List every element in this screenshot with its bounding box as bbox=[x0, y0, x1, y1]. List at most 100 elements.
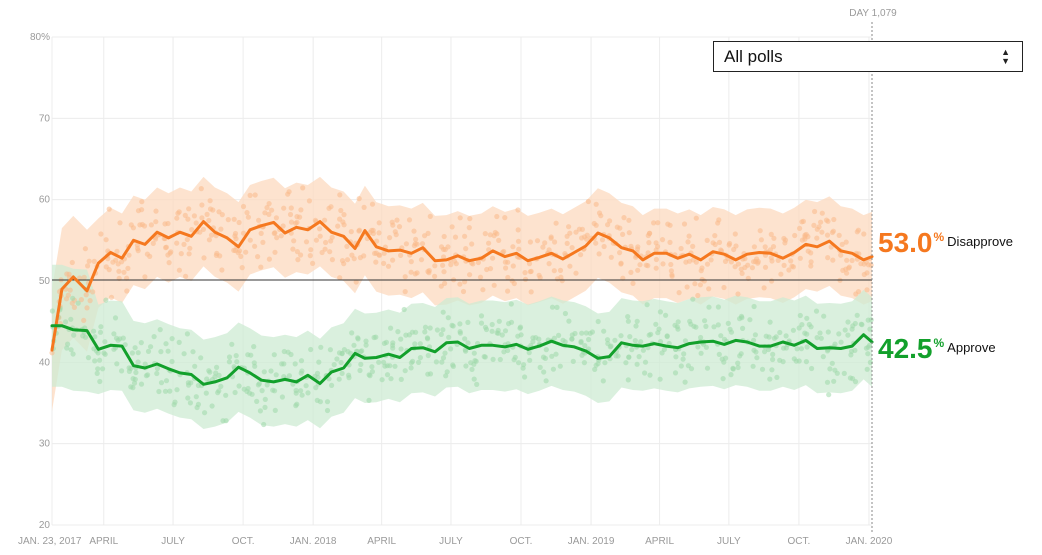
disapprove-poll-dot bbox=[84, 305, 90, 311]
approve-poll-dot bbox=[595, 361, 601, 367]
disapprove-poll-dot bbox=[844, 270, 850, 276]
approve-poll-dot bbox=[715, 322, 721, 328]
approve-poll-dot bbox=[126, 365, 132, 371]
approve-poll-dot bbox=[70, 351, 76, 357]
disapprove-poll-dot bbox=[139, 207, 145, 213]
disapprove-poll-dot bbox=[534, 238, 541, 244]
approve-poll-dot bbox=[818, 335, 824, 341]
disapprove-poll-dot bbox=[486, 240, 492, 246]
approve-poll-dot bbox=[826, 392, 832, 398]
disapprove-poll-dot bbox=[418, 257, 425, 263]
disapprove-poll-dot bbox=[718, 247, 724, 253]
approve-poll-dot bbox=[286, 373, 292, 379]
approve-poll-dot bbox=[681, 351, 687, 357]
disapprove-series-name: Disapprove bbox=[947, 234, 1013, 249]
disapprove-poll-dot bbox=[665, 221, 671, 227]
approve-poll-dot bbox=[100, 366, 106, 372]
disapprove-poll-dot bbox=[477, 274, 484, 280]
approve-poll-dot bbox=[864, 366, 870, 372]
disapprove-poll-dot bbox=[166, 260, 172, 266]
approve-poll-dot bbox=[329, 382, 335, 388]
approve-poll-dot bbox=[735, 364, 741, 371]
disapprove-poll-dot bbox=[643, 262, 649, 268]
approve-poll-dot bbox=[442, 350, 448, 356]
approve-poll-dot bbox=[465, 340, 471, 346]
approve-poll-dot bbox=[770, 351, 776, 357]
disapprove-poll-dot bbox=[637, 262, 643, 268]
disapprove-poll-dot bbox=[300, 185, 306, 191]
y-tick-label: 30 bbox=[39, 439, 51, 450]
disapprove-poll-dot bbox=[406, 217, 413, 223]
approve-poll-dot bbox=[68, 316, 74, 322]
approve-poll-dot bbox=[627, 334, 633, 340]
disapprove-poll-dot bbox=[199, 202, 205, 208]
disapprove-poll-dot bbox=[252, 243, 258, 249]
approve-poll-dot bbox=[703, 323, 709, 329]
approve-poll-dot bbox=[623, 360, 629, 366]
disapprove-poll-dot bbox=[328, 204, 334, 210]
approve-poll-dot bbox=[465, 319, 471, 325]
disapprove-poll-dot bbox=[264, 205, 270, 211]
disapprove-poll-dot bbox=[557, 267, 564, 273]
disapprove-poll-dot bbox=[482, 231, 488, 237]
approve-poll-dot bbox=[482, 324, 489, 330]
approve-poll-dot bbox=[636, 354, 642, 360]
approve-poll-dot bbox=[527, 357, 533, 363]
approve-poll-dot bbox=[478, 313, 485, 319]
disapprove-poll-dot bbox=[356, 227, 363, 233]
approve-poll-dot bbox=[255, 382, 261, 388]
disapprove-poll-dot bbox=[357, 255, 363, 261]
disapprove-poll-dot bbox=[452, 234, 459, 240]
disapprove-poll-dot bbox=[812, 208, 818, 215]
approve-poll-dot bbox=[655, 330, 661, 336]
disapprove-poll-dot bbox=[738, 266, 744, 272]
approve-poll-dot bbox=[233, 353, 239, 359]
approve-poll-dot bbox=[754, 355, 760, 361]
disapprove-poll-dot bbox=[727, 240, 733, 247]
disapprove-poll-dot bbox=[290, 246, 296, 252]
disapprove-poll-dot bbox=[559, 278, 565, 284]
poll-type-dropdown[interactable]: All polls ▲ ▼ bbox=[713, 41, 1023, 72]
approve-poll-dot bbox=[70, 295, 76, 301]
disapprove-poll-dot bbox=[854, 229, 860, 235]
disapprove-poll-dot bbox=[808, 259, 814, 265]
x-tick-label: JAN. 2018 bbox=[290, 536, 337, 547]
approve-poll-dot bbox=[642, 370, 648, 376]
disapprove-poll-dot bbox=[329, 234, 335, 240]
disapprove-poll-dot bbox=[769, 278, 775, 284]
disapprove-poll-dot bbox=[381, 250, 387, 256]
disapprove-poll-dot bbox=[704, 237, 710, 243]
approve-poll-dot bbox=[747, 317, 753, 323]
approve-poll-dot bbox=[384, 372, 391, 378]
approve-poll-dot bbox=[698, 334, 704, 341]
approve-poll-dot bbox=[578, 339, 584, 346]
y-tick-label: 80% bbox=[30, 32, 50, 43]
approve-poll-dot bbox=[363, 338, 369, 344]
approve-poll-dot bbox=[543, 347, 549, 353]
disapprove-poll-dot bbox=[373, 259, 379, 265]
approve-poll-dot bbox=[865, 317, 871, 323]
disapprove-poll-dot bbox=[758, 237, 765, 243]
disapprove-poll-dot bbox=[441, 254, 447, 260]
approve-poll-dot bbox=[767, 376, 773, 382]
approve-poll-dot bbox=[132, 345, 138, 351]
approve-poll-dot bbox=[633, 323, 639, 329]
approve-poll-dot bbox=[398, 336, 404, 342]
disapprove-poll-dot bbox=[319, 249, 325, 256]
approve-poll-dot bbox=[820, 354, 826, 360]
approve-poll-dot bbox=[626, 354, 632, 360]
approve-poll-dot bbox=[363, 342, 369, 348]
disapprove-poll-dot bbox=[457, 281, 463, 287]
approve-poll-dot bbox=[551, 335, 558, 341]
approve-poll-dot bbox=[331, 362, 337, 368]
approve-poll-dot bbox=[398, 346, 404, 352]
approve-poll-dot bbox=[254, 398, 260, 404]
approve-poll-dot bbox=[92, 358, 98, 364]
dropdown-arrows-icon: ▲ ▼ bbox=[1001, 47, 1010, 66]
disapprove-poll-dot bbox=[692, 281, 698, 287]
approve-poll-dot bbox=[841, 370, 847, 376]
disapprove-poll-dot bbox=[811, 222, 817, 228]
disapprove-poll-dot bbox=[825, 255, 831, 261]
approve-poll-dot bbox=[156, 388, 162, 395]
